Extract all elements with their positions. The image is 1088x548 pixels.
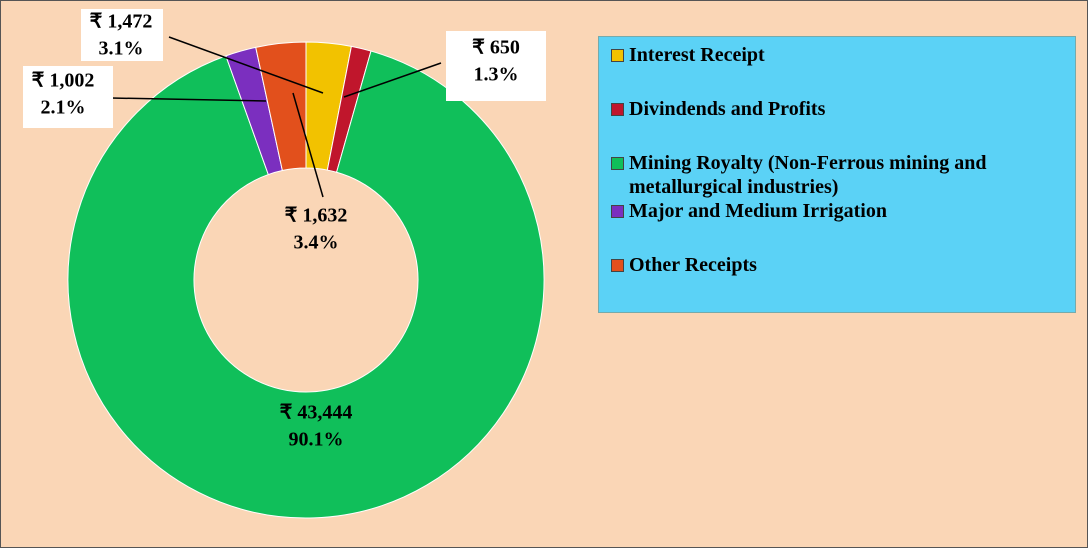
- donut-slice: [67, 50, 545, 519]
- legend-label: Interest Receipt: [629, 44, 765, 66]
- legend-item: Other Receipts: [609, 253, 1069, 277]
- legend-label: Other Receipts: [629, 254, 757, 276]
- legend-label: Major and Medium Irrigation: [629, 200, 887, 222]
- legend-item: Major and Medium Irrigation: [609, 199, 1069, 223]
- label-box: [23, 66, 113, 128]
- legend-item: Interest Receipt: [609, 43, 1069, 67]
- percent-label: 90.1%: [289, 429, 344, 451]
- donut-slice: [255, 41, 307, 172]
- value-label: ₹ 1,632: [285, 205, 348, 227]
- legend-swatch: [611, 103, 624, 116]
- percent-label: 3.4%: [294, 232, 339, 254]
- leader-line: [292, 92, 324, 198]
- percent-label: 1.3%: [474, 64, 519, 86]
- label-box: [446, 31, 546, 101]
- leader-line: [168, 36, 324, 94]
- percent-label: 3.1%: [99, 38, 144, 60]
- legend-item: Mining Royalty (Non-Ferrous mining and m…: [609, 151, 1069, 199]
- legend: Interest Receipt Divindends and Profits Mi…: [598, 36, 1076, 313]
- legend-swatch: [611, 157, 624, 170]
- percent-label: 2.1%: [41, 97, 86, 119]
- value-label: ₹ 43,444: [280, 402, 353, 424]
- legend-swatch: [611, 259, 624, 272]
- value-label: ₹ 1,472: [90, 11, 153, 33]
- legend-label: Divindends and Profits: [629, 98, 826, 120]
- label-box: [81, 9, 163, 61]
- leader-line: [343, 62, 442, 98]
- legend-swatch: [611, 205, 624, 218]
- legend-label: Mining Royalty (Non-Ferrous mining and m…: [629, 152, 987, 198]
- value-label: ₹ 650: [472, 37, 520, 59]
- legend-item: Divindends and Profits: [609, 97, 1069, 121]
- legend-swatch: [611, 49, 624, 62]
- value-label: ₹ 1,002: [32, 70, 95, 92]
- leader-line: [110, 97, 267, 102]
